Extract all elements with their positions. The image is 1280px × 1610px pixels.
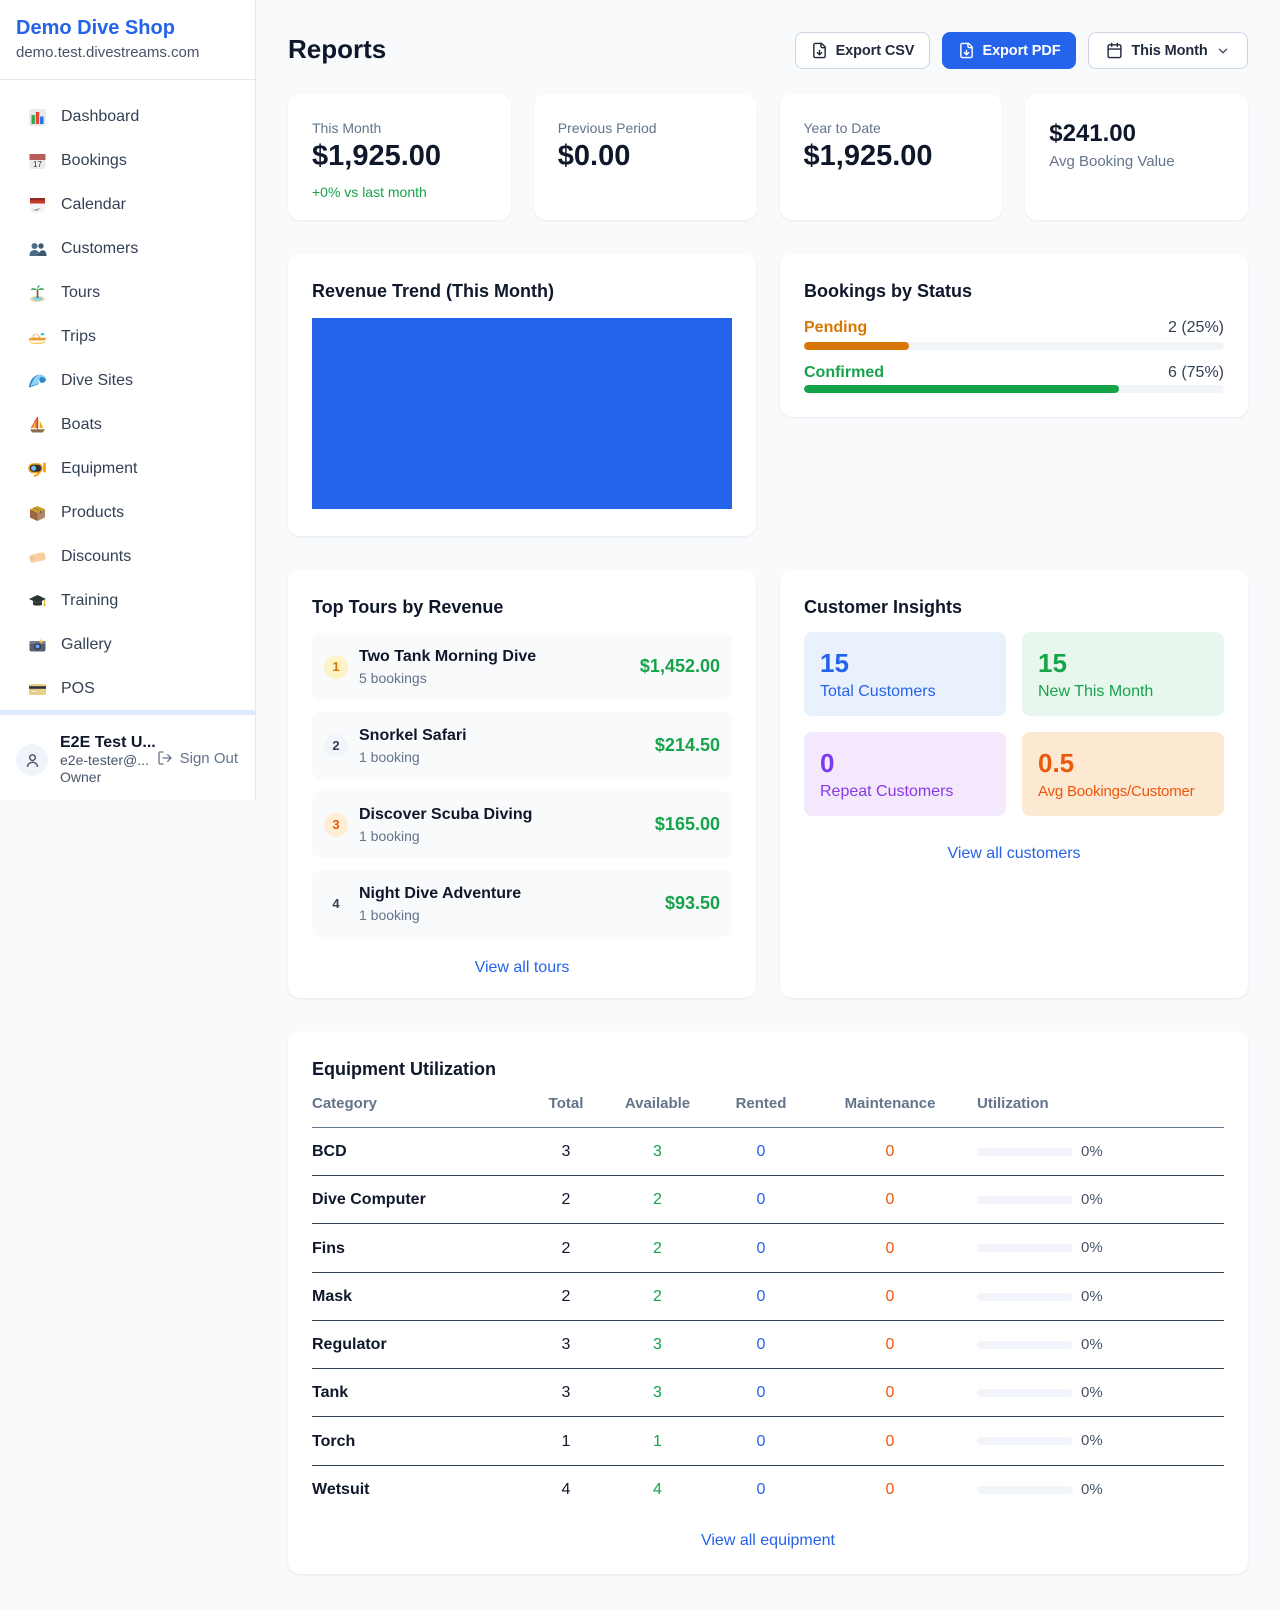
svg-text:17: 17 (33, 160, 42, 169)
